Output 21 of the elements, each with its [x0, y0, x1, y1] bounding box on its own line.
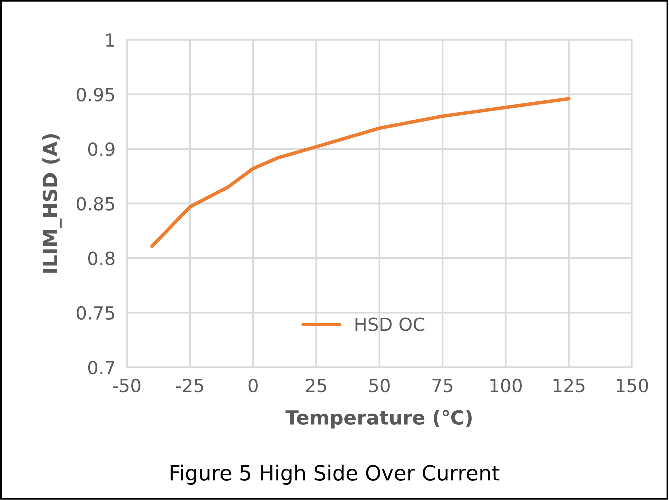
x-tick-label: 25 — [306, 378, 326, 393]
x-tick-label: -25 — [176, 378, 204, 393]
y-tick-label: 1 — [106, 34, 114, 47]
x-tick-label: 50 — [370, 378, 390, 393]
y-tick-label: 0.7 — [88, 360, 114, 375]
legend-label: HSD OC — [356, 318, 425, 332]
y-tick-label: 0.9 — [88, 142, 115, 156]
x-tick-label: 150 — [616, 378, 648, 393]
y-tick-label: 0.8 — [88, 252, 115, 266]
x-tick-label: 75 — [432, 379, 453, 393]
x-tick-label: 100 — [490, 378, 522, 393]
text: Figure 5 High Side Over Current — [170, 464, 500, 485]
x-tick-label: 125 — [554, 378, 585, 393]
line-series — [150, 97, 571, 248]
x-axis-title: Temperature (℃) — [286, 410, 472, 429]
x-tick-label: -50 — [113, 378, 141, 393]
y-axis-title: ILIM_HSD (A) — [42, 134, 62, 273]
y-tick-label: 0.75 — [76, 306, 114, 320]
x-tick-label: 0 — [248, 378, 258, 393]
y-tick-label: 0.95 — [76, 88, 114, 102]
y-tick-label: 0.85 — [76, 197, 114, 211]
